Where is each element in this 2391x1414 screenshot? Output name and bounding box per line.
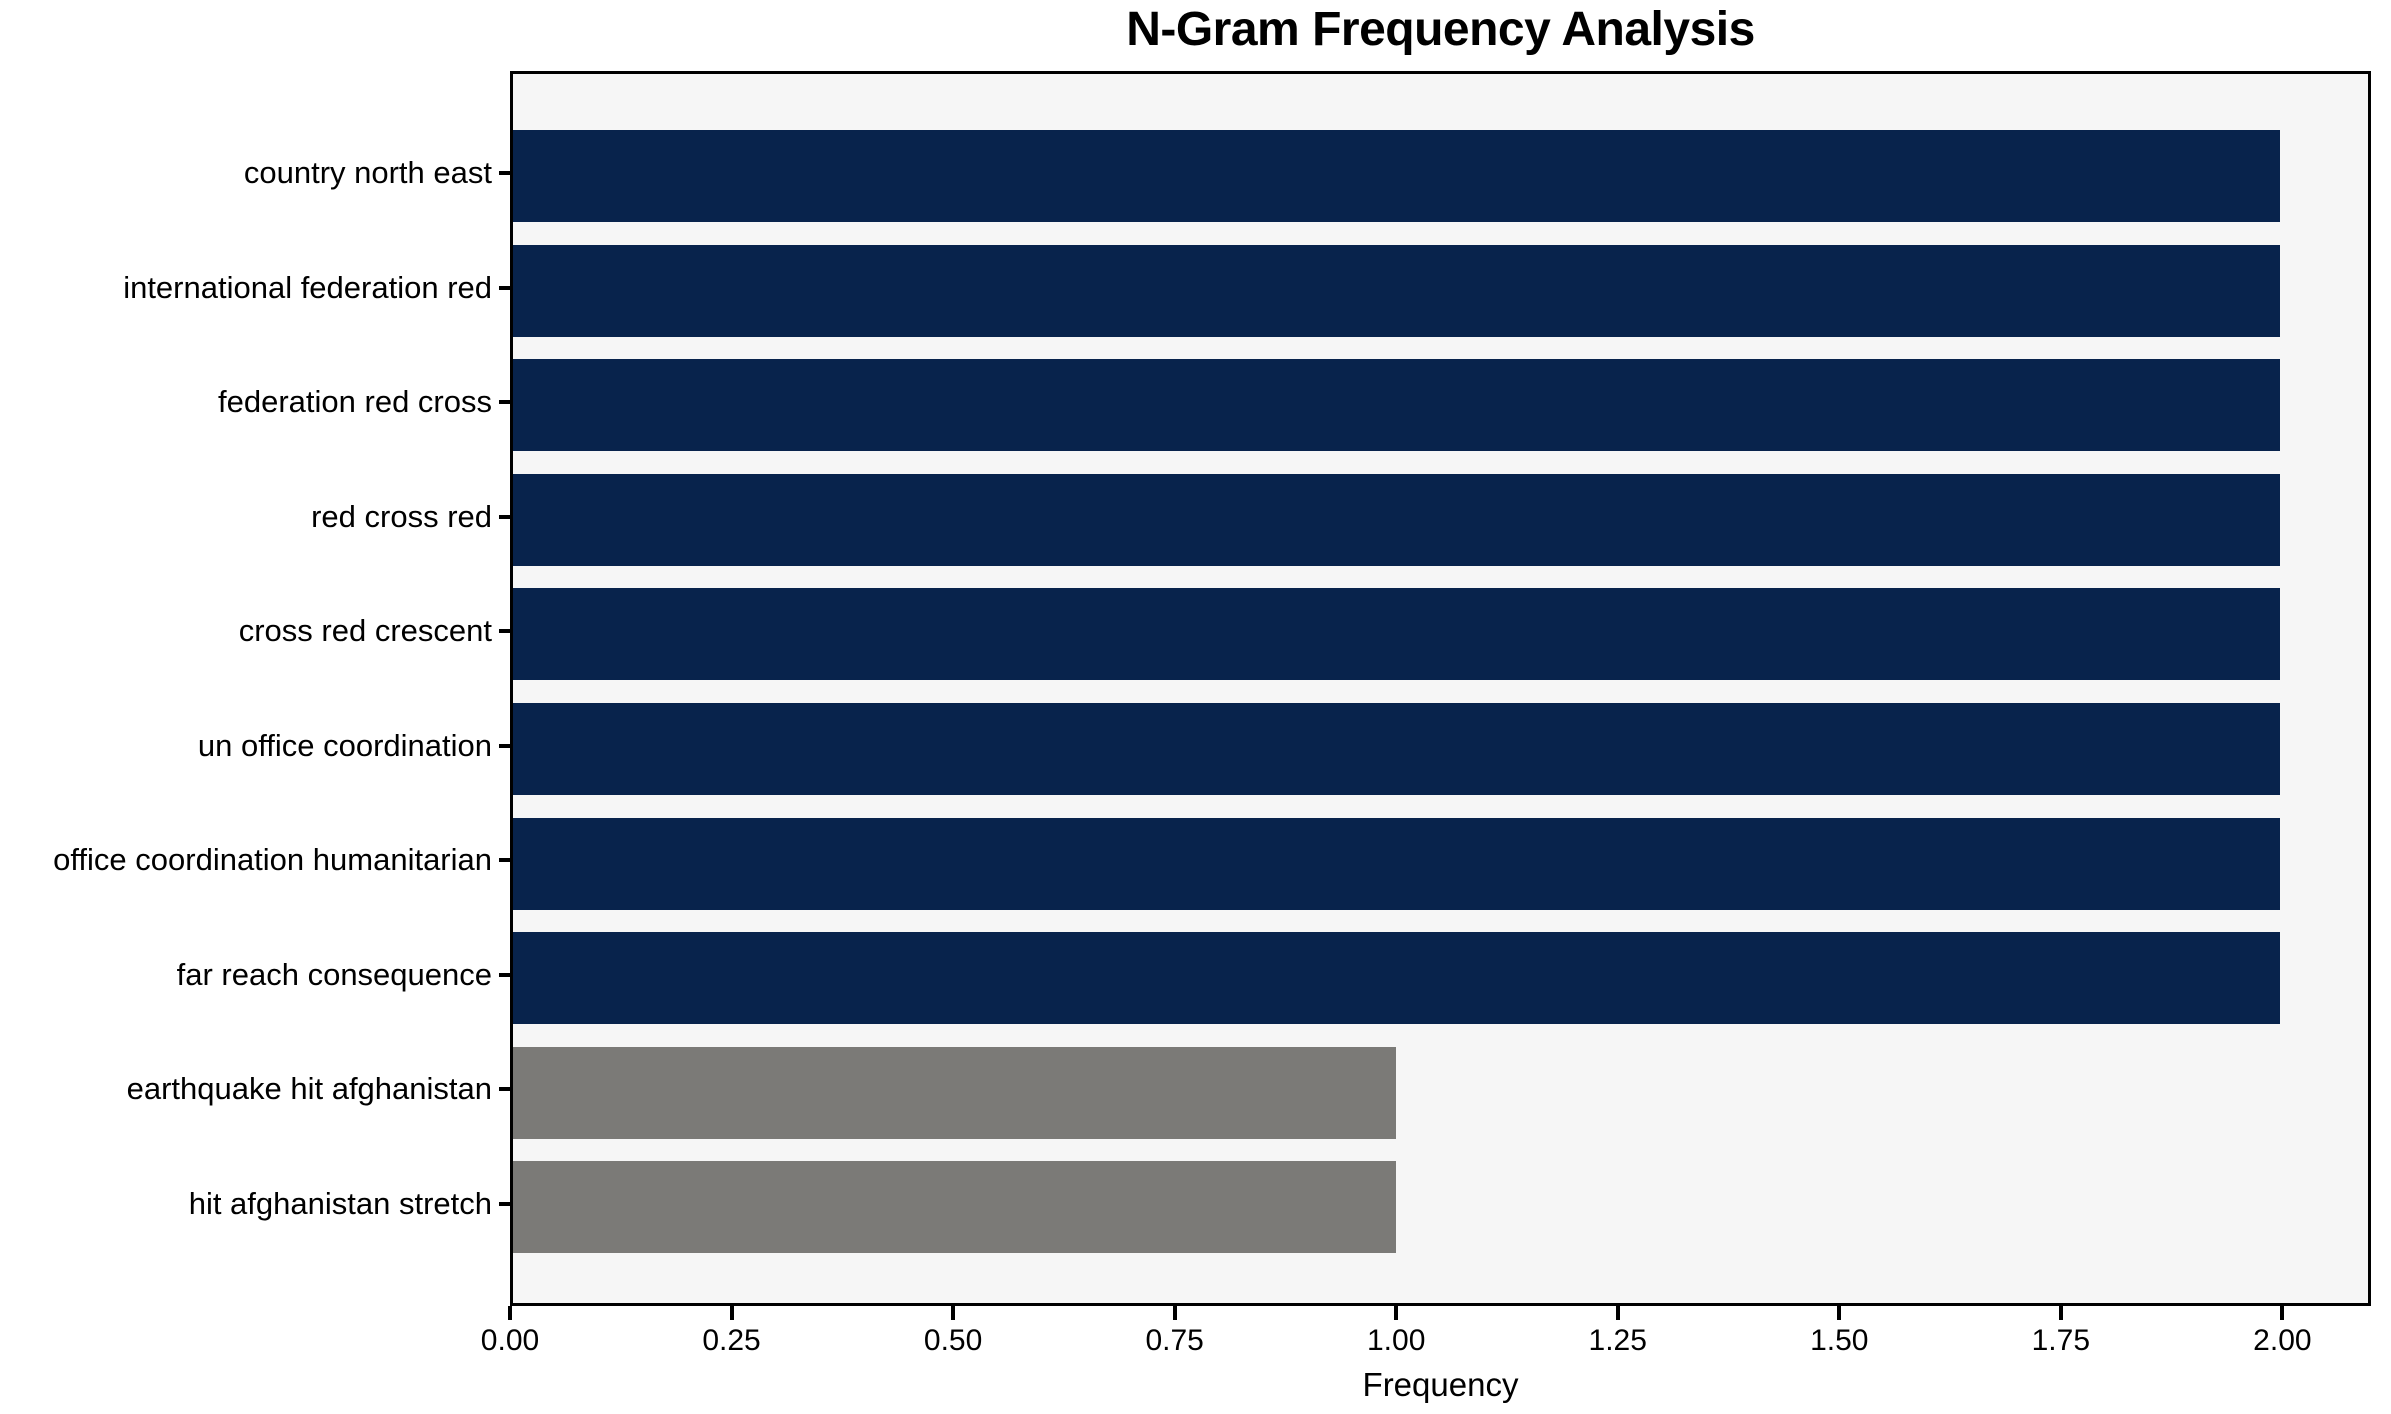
y-tick-label: country north east: [243, 154, 492, 190]
bar: [513, 244, 2280, 337]
bar: [513, 588, 2280, 681]
x-tick-mark: [1394, 1306, 1399, 1320]
bar: [513, 702, 2280, 795]
plot-area: [510, 71, 2371, 1306]
y-tick-mark: [499, 858, 510, 863]
x-tick-label: 0.50: [923, 1324, 983, 1357]
x-tick-label: 0.00: [480, 1324, 540, 1357]
y-tick-label: earthquake hit afghanistan: [126, 1071, 492, 1107]
x-tick-mark: [1615, 1306, 1620, 1320]
bar: [513, 359, 2280, 452]
x-tick-label: 2.00: [2253, 1324, 2312, 1357]
y-tick-label: hit afghanistan stretch: [188, 1186, 492, 1222]
bar: [513, 473, 2280, 566]
bar: [513, 817, 2280, 910]
y-tick-label: federation red cross: [218, 384, 492, 420]
x-tick-label: 1.75: [2031, 1324, 2091, 1357]
x-tick-label: 0.75: [1145, 1324, 1204, 1357]
y-tick-mark: [499, 285, 510, 290]
y-tick-label: red cross red: [311, 498, 492, 534]
x-tick-mark: [1837, 1306, 1842, 1320]
x-tick-mark: [729, 1306, 734, 1320]
y-tick-mark: [499, 400, 510, 405]
chart-title: N-Gram Frequency Analysis: [1126, 3, 1755, 56]
y-tick-label: office coordination humanitarian: [53, 842, 492, 878]
x-tick-mark: [2058, 1306, 2063, 1320]
x-tick-mark: [951, 1306, 956, 1320]
x-tick-mark: [2280, 1306, 2285, 1320]
bar: [513, 1161, 1397, 1254]
x-tick-label: 0.25: [702, 1324, 761, 1357]
bar: [513, 130, 2280, 223]
y-tick-label: un office coordination: [197, 727, 492, 763]
y-tick-label: cross red crescent: [238, 613, 492, 649]
x-tick-mark: [508, 1306, 512, 1320]
y-tick-mark: [499, 170, 510, 175]
y-tick-mark: [499, 1087, 510, 1092]
x-tick-mark: [1172, 1306, 1177, 1320]
y-tick-mark: [499, 629, 510, 634]
x-axis-label: Frequency: [1362, 1366, 1519, 1403]
x-tick-label: 1.50: [1810, 1324, 1869, 1357]
y-tick-label: far reach consequence: [176, 956, 492, 992]
x-tick-label: 1.25: [1588, 1324, 1647, 1357]
bar: [513, 1046, 1397, 1139]
y-tick-mark: [499, 972, 510, 977]
y-tick-mark: [499, 743, 510, 748]
y-tick-mark: [499, 1202, 510, 1207]
x-tick-label: 1.00: [1366, 1324, 1426, 1357]
bar: [513, 932, 2280, 1025]
y-tick-mark: [499, 514, 510, 519]
y-tick-label: international federation red: [123, 269, 492, 305]
